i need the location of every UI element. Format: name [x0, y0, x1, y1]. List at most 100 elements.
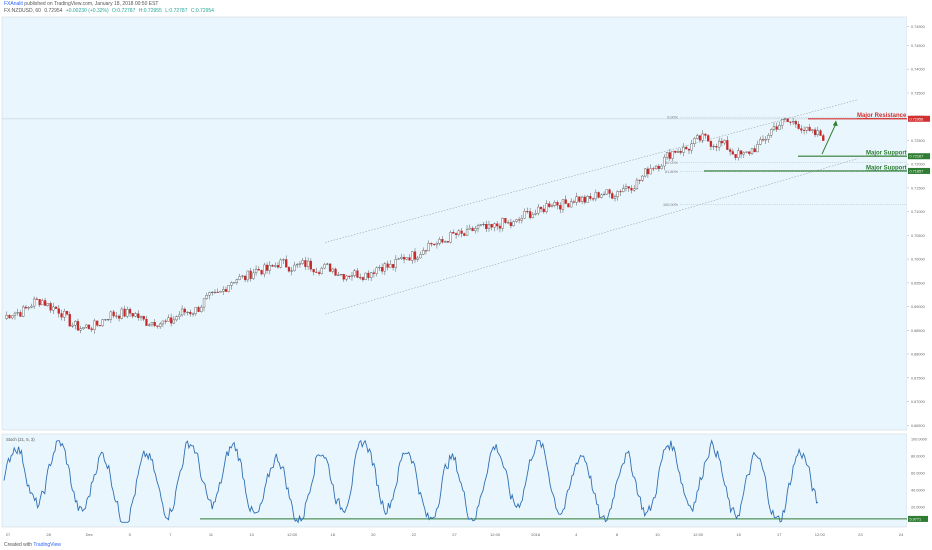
candle-body [476, 225, 480, 229]
time-tick-label: 10 [655, 532, 660, 537]
candle-body [68, 314, 71, 327]
candle-body [764, 138, 767, 141]
candle-body [723, 140, 726, 144]
candle-body [583, 196, 587, 203]
candle-body [446, 241, 450, 243]
candle-body [315, 271, 318, 273]
candle-body [98, 325, 102, 327]
candle-body [331, 268, 334, 272]
candle-body [433, 243, 436, 245]
price-scale [907, 17, 932, 537]
candle-body [504, 218, 507, 223]
candle-body [772, 126, 776, 130]
candle-body [767, 135, 770, 140]
candle-body [120, 308, 123, 319]
candle-body [301, 260, 304, 264]
candle-body [180, 308, 184, 316]
time-tick-label: 2018 [531, 532, 541, 537]
candle-body [534, 213, 537, 215]
candle-body [737, 150, 740, 158]
candle-body [326, 263, 329, 265]
candle-body [605, 189, 608, 195]
time-tick-label: 15 [736, 532, 741, 537]
candle-body [561, 199, 565, 210]
oscillator-tick-label: 80.0000 [911, 455, 925, 459]
price-tick-label: 0.69000 [911, 305, 925, 309]
candle-body [202, 298, 206, 308]
candle-body [644, 168, 647, 177]
candle-body [786, 118, 789, 123]
candle-body [364, 272, 367, 280]
candle-body [345, 275, 348, 280]
time-tick-label: 27 [452, 532, 457, 537]
candle-body [142, 316, 145, 320]
candle-body [424, 250, 428, 252]
candle-body [161, 320, 165, 325]
candle-body [353, 270, 356, 276]
candle-body [427, 243, 430, 252]
candle-body [197, 307, 200, 312]
candle-body [5, 315, 8, 319]
candle-body [60, 313, 63, 318]
candle-body [380, 267, 384, 272]
candle-body [93, 320, 96, 330]
candle-body [468, 227, 471, 230]
time-tick-label: 22 [412, 532, 417, 537]
candle-body [581, 196, 584, 202]
candle-body [334, 268, 337, 276]
candle-body [112, 311, 115, 317]
fib-label: 0.00% [667, 115, 678, 119]
candle-body [482, 224, 485, 225]
candle-body [43, 300, 47, 306]
candle-body [490, 224, 493, 228]
oscillator-tick-label: 100.0000 [911, 438, 927, 442]
candle-body [663, 156, 666, 167]
candle-body [509, 222, 513, 227]
candle-body [496, 223, 499, 227]
candle-body [679, 151, 682, 153]
oscillator-tick-label: 40.0000 [911, 489, 925, 493]
candle-body [350, 275, 354, 277]
candle-body [222, 289, 225, 292]
candle-body [411, 251, 414, 261]
time-tick-label: 12:00 [490, 532, 501, 537]
candle-body [90, 328, 93, 330]
candle-body [501, 218, 504, 229]
channel-upper-line [324, 99, 859, 243]
candle-body [775, 126, 778, 130]
price-tick-label: 0.72000 [911, 163, 925, 167]
candle-body [172, 319, 176, 324]
candle-body [205, 295, 208, 299]
ohlc-low: L:0.72787 [165, 8, 188, 14]
candle-body [348, 275, 351, 277]
candle-body [718, 140, 721, 148]
candle-body [8, 315, 11, 319]
candle-body [748, 151, 751, 154]
candle-body [19, 312, 22, 317]
tradingview-logo-text[interactable]: TradingView [33, 542, 61, 548]
candle-body [715, 146, 718, 148]
candle-body [96, 320, 99, 326]
candle-body [63, 310, 66, 318]
candle-body [263, 264, 266, 275]
last-price: 0.72954 [44, 8, 63, 14]
author-link[interactable]: FXAnalit [4, 1, 23, 7]
candle-body [687, 148, 691, 151]
time-tick-label: 18 [331, 532, 336, 537]
candle-body [665, 152, 669, 158]
candle-body [54, 306, 58, 309]
candle-body [690, 143, 693, 151]
candle-body [191, 313, 195, 315]
publish-text: published on TradingView.com, January 18… [24, 1, 159, 7]
level-price-tag-text: 0.72956 [910, 117, 924, 121]
candle-body [408, 257, 411, 261]
candle-body [246, 270, 249, 281]
candle-body [117, 315, 121, 319]
candle-body [74, 321, 77, 326]
candle-body [13, 312, 17, 316]
candle-body [485, 224, 488, 229]
candle-body [370, 272, 373, 278]
candle-body [276, 265, 280, 268]
candle-body [46, 303, 49, 306]
